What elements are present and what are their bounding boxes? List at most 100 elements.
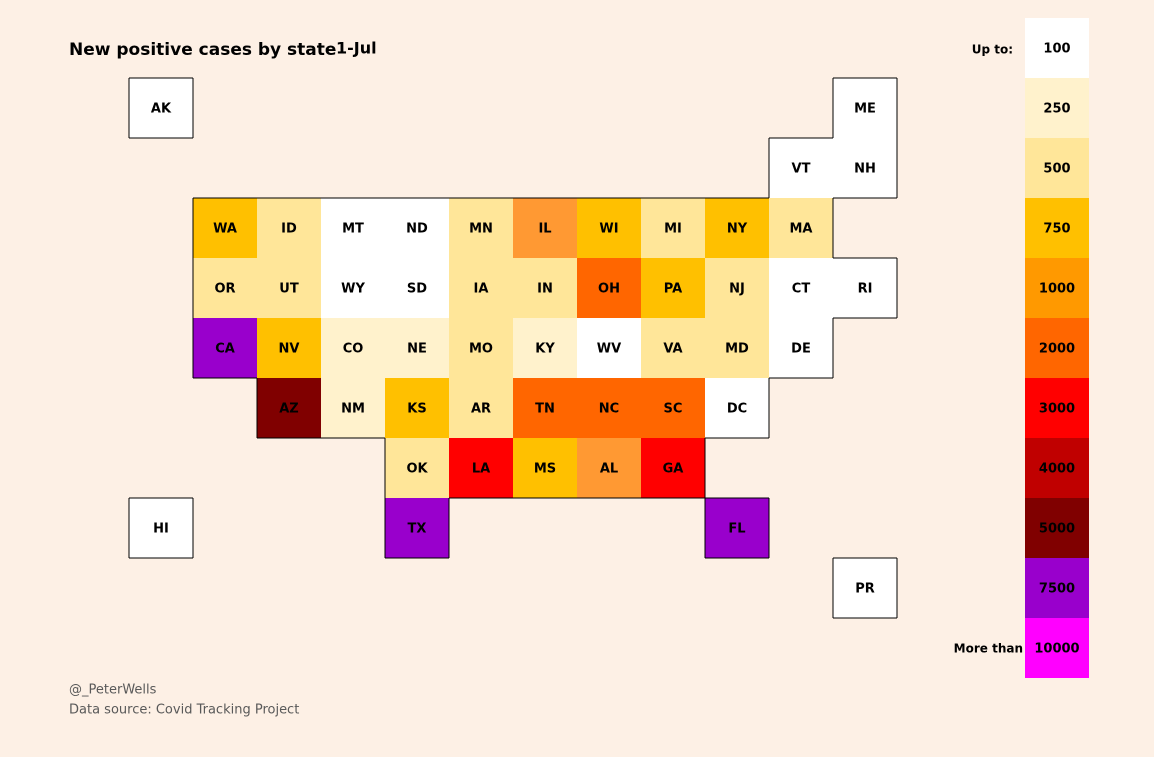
legend-swatch — [1025, 78, 1089, 138]
state-tile — [705, 498, 769, 558]
state-tile — [705, 198, 769, 258]
title: New positive cases by state — [69, 40, 336, 60]
state-tile — [385, 498, 449, 558]
legend-label: 250 — [1043, 102, 1070, 117]
state-label: TN — [535, 402, 555, 417]
state-label: NY — [727, 222, 748, 237]
state-tile — [769, 138, 833, 198]
state-label: FL — [728, 522, 745, 537]
state-tile — [449, 198, 513, 258]
state-label: SC — [664, 402, 683, 417]
state-label: IA — [474, 282, 489, 297]
state-label: NV — [279, 342, 300, 357]
state-tile — [385, 198, 449, 258]
date: 1-Jul — [336, 39, 377, 58]
state-tile — [321, 198, 385, 258]
legend-label: 7500 — [1039, 582, 1075, 597]
state-label: MA — [790, 222, 813, 237]
state-tile — [513, 378, 577, 438]
state-tile — [193, 318, 257, 378]
state-tile — [769, 318, 833, 378]
state-label: TX — [408, 522, 427, 537]
legend-swatch — [1025, 138, 1089, 198]
legend-swatch — [1025, 198, 1089, 258]
state-label: OR — [214, 282, 235, 297]
state-label: KS — [407, 402, 426, 417]
state-label: HI — [153, 522, 169, 537]
state-tile — [129, 78, 193, 138]
legend-header: Up to: — [972, 43, 1013, 57]
legend-label: 5000 — [1039, 522, 1075, 537]
state-tile — [513, 198, 577, 258]
legend-swatch — [1025, 558, 1089, 618]
state-label: PA — [664, 282, 682, 297]
state-tile — [641, 438, 705, 498]
state-label: WY — [341, 282, 365, 297]
state-label: IL — [538, 222, 551, 237]
state-tile — [833, 78, 897, 138]
state-tile — [257, 378, 321, 438]
state-tile — [513, 318, 577, 378]
state-label: ME — [854, 102, 876, 117]
state-tile — [641, 318, 705, 378]
state-tile — [577, 198, 641, 258]
state-label: DC — [727, 402, 747, 417]
legend-last-prefix: More than — [954, 642, 1023, 656]
legend-label: 500 — [1043, 162, 1070, 177]
state-tile — [257, 258, 321, 318]
state-label: IN — [537, 282, 553, 297]
state-tile — [321, 378, 385, 438]
state-label: KY — [535, 342, 555, 357]
legend-label: 1000 — [1039, 282, 1075, 297]
state-tile — [705, 378, 769, 438]
state-tile — [449, 378, 513, 438]
legend-swatch — [1025, 18, 1089, 78]
state-label: DE — [791, 342, 811, 357]
state-tile — [513, 438, 577, 498]
state-label: OH — [598, 282, 620, 297]
state-label: AR — [471, 402, 491, 417]
state-label: AK — [151, 102, 172, 117]
state-label: NE — [407, 342, 427, 357]
state-label: ID — [281, 222, 297, 237]
state-tile — [577, 378, 641, 438]
state-label: MS — [534, 462, 556, 477]
state-tile — [833, 138, 897, 198]
legend-label: 100 — [1043, 42, 1070, 57]
state-label: NJ — [729, 282, 745, 297]
state-tile — [577, 438, 641, 498]
state-label: VT — [792, 162, 811, 177]
state-label: OK — [406, 462, 428, 477]
state-label: AL — [600, 462, 618, 477]
state-tile — [513, 258, 577, 318]
state-label: GA — [663, 462, 684, 477]
state-tile — [769, 258, 833, 318]
state-tile — [321, 258, 385, 318]
state-label: CT — [792, 282, 811, 297]
state-label: UT — [279, 282, 299, 297]
state-tile — [833, 258, 897, 318]
legend-swatch — [1025, 618, 1089, 678]
legend-label: 4000 — [1039, 462, 1075, 477]
legend-swatch — [1025, 438, 1089, 498]
state-tile — [385, 378, 449, 438]
state-tile — [385, 438, 449, 498]
credit-source: Data source: Covid Tracking Project — [69, 703, 299, 718]
legend-label: 750 — [1043, 222, 1070, 237]
legend-swatch — [1025, 318, 1089, 378]
credit-author: @_PeterWells — [69, 683, 157, 698]
legend-swatch — [1025, 258, 1089, 318]
legend-label: 2000 — [1039, 342, 1075, 357]
state-tile — [321, 318, 385, 378]
state-tile — [449, 438, 513, 498]
state-tile — [769, 198, 833, 258]
legend-label: 10000 — [1034, 642, 1079, 657]
state-tile — [705, 318, 769, 378]
state-label: NM — [341, 402, 365, 417]
state-tile — [257, 318, 321, 378]
state-label: WI — [599, 222, 618, 237]
state-label: RI — [858, 282, 873, 297]
state-tile — [193, 198, 257, 258]
state-tile — [129, 498, 193, 558]
